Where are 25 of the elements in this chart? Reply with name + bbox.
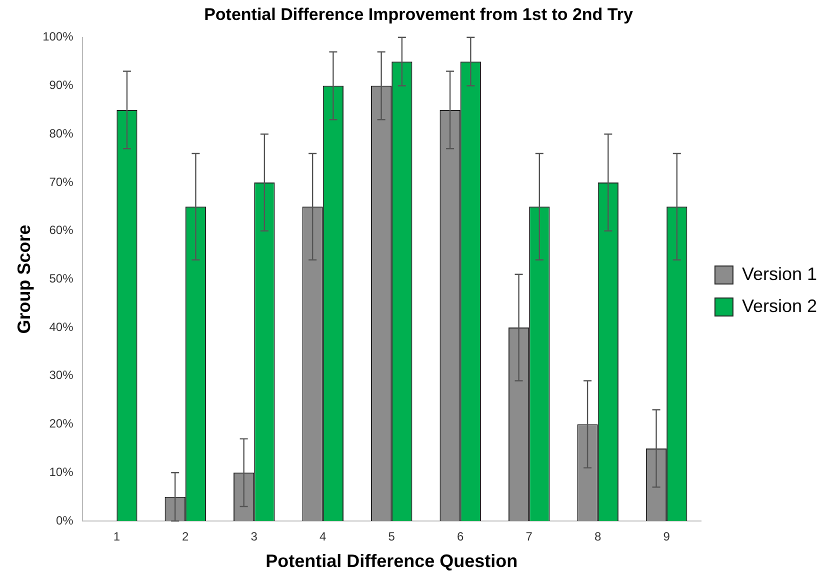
y-tick-label: 20% [49,416,74,431]
x-tick-label: 6 [457,530,464,544]
x-tick-label: 1 [113,530,120,544]
y-tick-label: 10% [49,464,74,479]
x-tick-label: 4 [320,530,327,544]
x-tick-label: 5 [388,530,396,544]
y-tick-label: 70% [49,174,74,189]
chart-title: Potential Difference Improvement from 1st to 2nd Try [204,4,634,24]
x-tick-label: 7 [526,530,533,544]
x-tick-label: 9 [663,530,670,544]
y-tick-label: 90% [49,78,74,92]
y-axis-title: Group Score [14,224,34,334]
x-axis-title: Potential Difference Question [266,551,518,572]
legend-label: Version 2 [742,296,818,316]
legend-label: Version 1 [742,264,818,284]
y-tick-label: 80% [49,126,74,140]
y-tick-label: 40% [49,320,74,334]
x-tick-label: 2 [182,530,190,544]
x-tick-label: 3 [250,530,258,544]
y-tick-label: 50% [49,272,74,286]
y-tick-label: 100% [42,30,74,44]
y-tick-label: 0% [56,513,74,528]
y-tick-label: 30% [49,368,74,382]
y-tick-label: 60% [49,223,74,238]
x-tick-label: 8 [594,530,602,544]
